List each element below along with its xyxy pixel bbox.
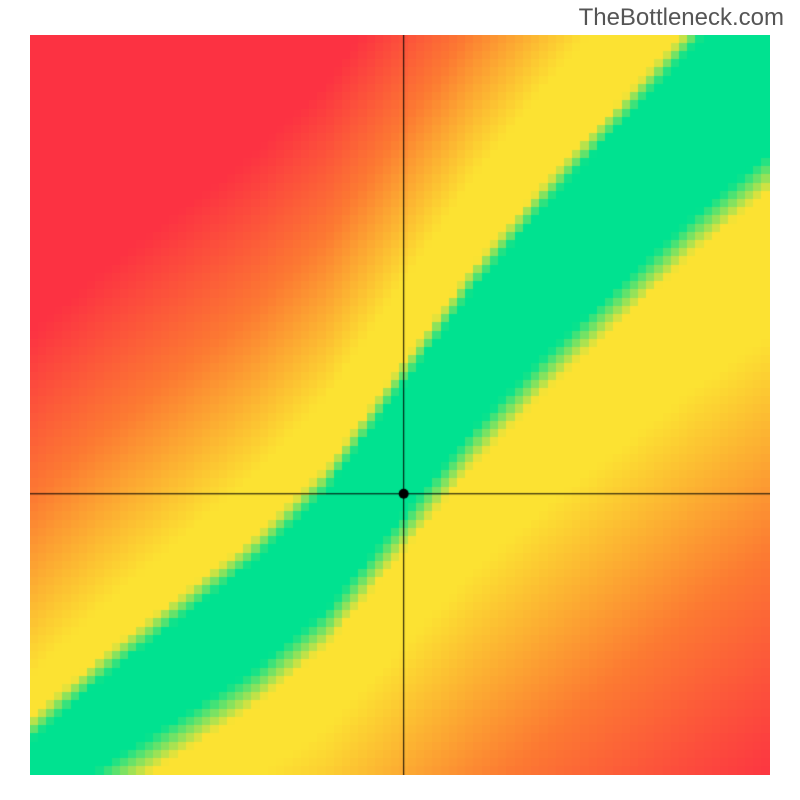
heatmap-canvas: [30, 35, 770, 775]
watermark-text: TheBottleneck.com: [579, 4, 784, 32]
heatmap-plot: [30, 35, 770, 775]
